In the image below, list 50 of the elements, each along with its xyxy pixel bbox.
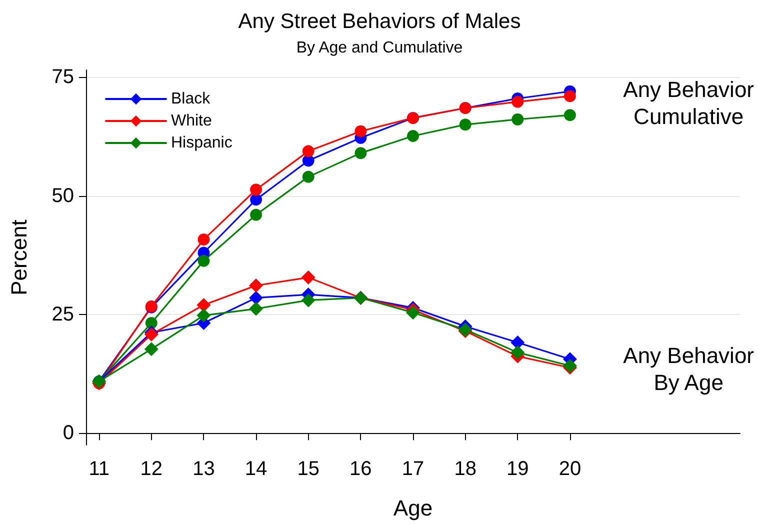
y-tick-label: 75 [52, 66, 74, 88]
point [510, 335, 525, 350]
legend-label: Hispanic [171, 134, 232, 152]
legend-label: White [171, 112, 212, 130]
annotation: Any Behavior By Age [623, 343, 754, 395]
point [250, 208, 262, 221]
y-tick-label: 0 [62, 422, 74, 444]
legend-label: Black [171, 90, 212, 108]
chart-subtitle: By Age and Cumulative [296, 40, 463, 56]
y-tick-label: 25 [52, 303, 74, 326]
point [144, 342, 158, 356]
point [249, 278, 264, 293]
x-tick-label: 19 [506, 458, 529, 480]
point [406, 306, 420, 320]
point [354, 125, 367, 138]
point [564, 109, 576, 122]
x-tick-label: 16 [350, 458, 372, 480]
x-tick-label: 14 [244, 458, 268, 480]
point [145, 317, 158, 330]
point [249, 290, 264, 305]
point [407, 130, 419, 142]
x-axis-title: Age [393, 496, 433, 520]
y-tick-label: 50 [52, 184, 74, 207]
point [459, 118, 472, 131]
point [564, 90, 576, 102]
point [512, 96, 524, 108]
annotation: Any Behavior Cumulative [623, 77, 754, 129]
point [196, 298, 211, 312]
x-tick-label: 15 [297, 458, 320, 480]
point [250, 184, 262, 196]
point [302, 145, 314, 158]
point [302, 170, 314, 183]
x-tick-label: 20 [558, 458, 582, 480]
y-axis-title: Percent [6, 220, 32, 296]
point [249, 302, 264, 316]
x-tick-label: 13 [192, 458, 215, 480]
point [196, 308, 211, 322]
x-tick-label: 11 [88, 458, 110, 480]
point [198, 233, 210, 246]
point [301, 293, 316, 308]
x-tick-label: 17 [402, 458, 424, 480]
x-tick-label: 18 [454, 458, 476, 480]
point [301, 270, 316, 284]
x-tick-label: 12 [140, 458, 163, 480]
point [250, 194, 262, 206]
point [198, 254, 210, 267]
point [354, 147, 367, 160]
chart-title: Any Street Behaviors of Males [238, 10, 521, 33]
point [512, 113, 524, 126]
point [510, 345, 525, 360]
